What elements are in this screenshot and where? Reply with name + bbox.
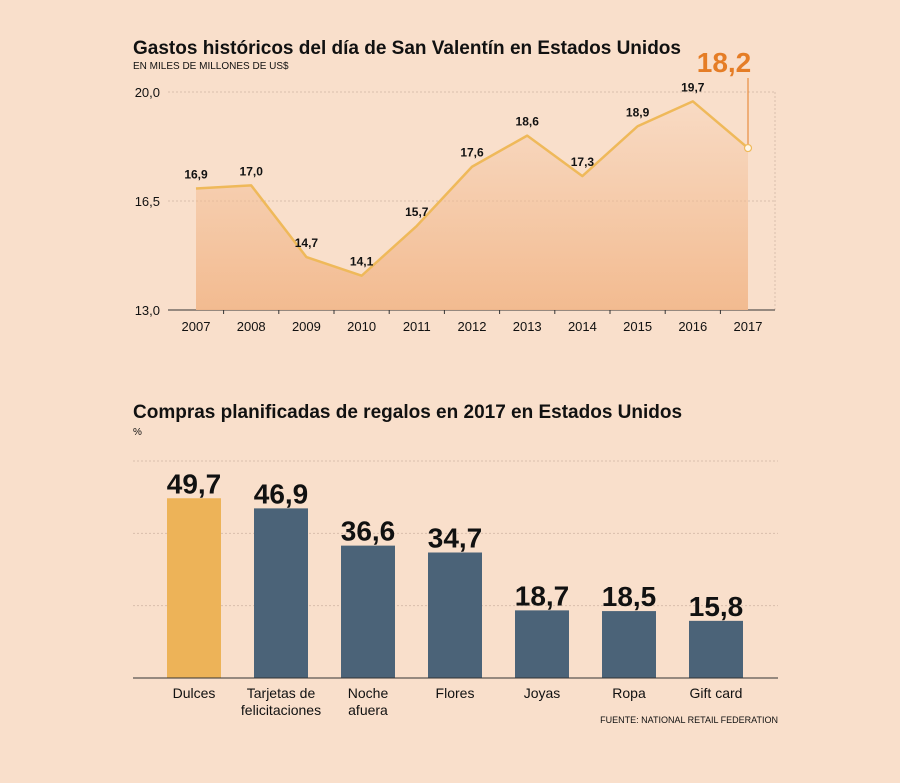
x-tick-label-2009: 2009	[292, 319, 321, 334]
category-label-line-2-1: afuera	[348, 702, 388, 718]
bar-gift-card	[689, 620, 743, 678]
bar-chart-svg: Compras planificadas de regalos en 2017 …	[133, 402, 778, 725]
category-label-line-1-1: felicitaciones	[241, 702, 321, 718]
data-label-2007: 16,9	[184, 168, 208, 182]
category-label-line-2-0: Noche	[348, 685, 389, 701]
bar-noche-afuera	[341, 545, 395, 678]
x-tick-label-2010: 2010	[347, 319, 376, 334]
category-label-line-0-0: Dulces	[173, 685, 216, 701]
data-label-2009: 14,7	[295, 236, 319, 250]
bar-chart-title: Compras planificadas de regalos en 2017 …	[133, 402, 682, 423]
bar-value-label-4: 18,7	[515, 580, 570, 611]
x-tick-label-2012: 2012	[458, 319, 487, 334]
data-label-2016: 19,7	[681, 80, 705, 94]
bar-value-label-5: 18,5	[602, 581, 657, 612]
y-tick-label-0: 13,0	[135, 303, 160, 318]
bar-value-label-0: 49,7	[167, 468, 222, 499]
category-label-line-4-0: Joyas	[524, 685, 561, 701]
source-note: FUENTE: NATIONAL RETAIL FEDERATION	[600, 715, 778, 725]
data-label-2010: 14,1	[350, 255, 374, 269]
x-tick-label-2013: 2013	[513, 319, 542, 334]
x-tick-label-2016: 2016	[678, 319, 707, 334]
line-chart-title: Gastos históricos del día de San Valentí…	[133, 38, 681, 59]
line-chart-spending-history: Gastos históricos del día de San Valentí…	[0, 0, 900, 350]
category-label-1: Tarjetas de felicitaciones	[241, 685, 321, 718]
data-label-2012: 17,6	[460, 146, 484, 160]
bar-chart-planned-gifts: Compras planificadas de regalos en 2017 …	[0, 390, 900, 783]
x-tick-label-2014: 2014	[568, 319, 597, 334]
x-tick-label-2017: 2017	[734, 319, 763, 334]
bar-chart-subtitle: %	[133, 427, 142, 438]
data-label-2011: 15,7	[405, 205, 429, 219]
bar-ropa	[602, 611, 656, 678]
category-label-5: Ropa	[612, 685, 646, 701]
category-label-line-6-0: Gift card	[690, 685, 743, 701]
category-label-line-5-0: Ropa	[612, 685, 646, 701]
data-label-2013: 18,6	[516, 115, 540, 129]
bar-value-label-1: 46,9	[254, 478, 309, 509]
bar-value-label-6: 15,8	[689, 591, 744, 622]
bar-value-label-3: 34,7	[428, 523, 483, 554]
data-label-highlight-2017: 18,2	[697, 47, 752, 78]
category-label-line-3-0: Flores	[436, 685, 475, 701]
bar-value-label-2: 36,6	[341, 516, 396, 547]
bar-flores	[428, 552, 482, 678]
category-label-6: Gift card	[690, 685, 743, 701]
y-tick-label-1: 16,5	[135, 194, 160, 209]
data-label-2008: 17,0	[240, 164, 264, 178]
x-tick-label-2015: 2015	[623, 319, 652, 334]
category-label-3: Flores	[436, 685, 475, 701]
data-label-2014: 17,3	[571, 155, 595, 169]
highlight-point	[743, 143, 753, 153]
bar-joyas	[515, 610, 569, 678]
category-label-0: Dulces	[173, 685, 216, 701]
x-tick-label-2011: 2011	[403, 319, 431, 334]
data-label-2015: 18,9	[626, 105, 650, 119]
category-label-4: Joyas	[524, 685, 561, 701]
area-fill	[196, 101, 748, 310]
bar-tarjetas-de-felicitaciones	[254, 508, 308, 678]
y-tick-label-2: 20,0	[135, 85, 160, 100]
x-tick-label-2007: 2007	[182, 319, 211, 334]
bar-dulces	[167, 498, 221, 678]
category-label-2: Noche afuera	[348, 685, 389, 718]
line-chart-svg: Gastos históricos del día de San Valentí…	[133, 38, 776, 334]
line-chart-subtitle: EN MILES DE MILLONES DE US$	[133, 61, 289, 72]
x-tick-label-2008: 2008	[237, 319, 266, 334]
category-label-line-1-0: Tarjetas de	[247, 685, 316, 701]
